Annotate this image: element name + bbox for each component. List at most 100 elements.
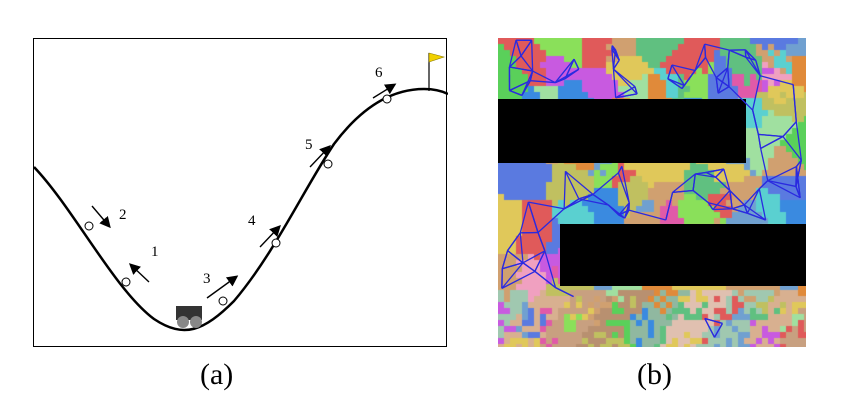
graph-edges	[501, 39, 802, 338]
caption-b: (b)	[637, 358, 672, 391]
graph-edge	[795, 121, 802, 161]
obstacle-upper	[498, 99, 746, 163]
graph-edge	[760, 135, 784, 150]
graph-edge	[703, 44, 707, 58]
graph-edge	[758, 133, 783, 138]
graph-edge	[617, 165, 623, 174]
graph-edge	[723, 168, 731, 191]
graph-edge	[717, 67, 729, 94]
step-6: 6	[372, 65, 397, 104]
graph-edge	[752, 75, 761, 111]
graph-edge	[767, 180, 801, 199]
graph-edge	[507, 232, 521, 252]
graph-edge	[521, 80, 531, 96]
graph-edge	[728, 86, 754, 111]
graph-edge	[715, 67, 729, 79]
graph-edge	[520, 55, 534, 72]
graph-edge	[519, 232, 524, 263]
graph-edge	[508, 55, 522, 68]
graph-edge	[758, 188, 767, 221]
graph-edge	[611, 45, 616, 51]
graph-edge	[527, 201, 539, 233]
graph-edge	[727, 50, 730, 68]
graph-edge	[692, 190, 709, 204]
graph-edge	[534, 270, 556, 289]
graph-edge	[713, 323, 724, 338]
goal-flag-icon	[428, 52, 446, 63]
graph-edge	[671, 64, 685, 86]
graph-edge	[704, 317, 723, 325]
graph-edge	[554, 58, 575, 83]
graph-edge	[520, 39, 533, 57]
graph-edge	[706, 168, 724, 174]
region-map-panel	[498, 38, 806, 347]
graph-edge	[712, 190, 731, 210]
graph-edge	[672, 173, 696, 193]
step-3: 3	[203, 271, 239, 306]
graph-edge	[692, 173, 696, 191]
graph-edge	[555, 287, 574, 298]
graph-edge	[501, 262, 524, 289]
graph-edge	[612, 59, 620, 70]
graph-edge	[729, 190, 733, 209]
graph-edge	[717, 86, 730, 94]
graph-edge	[667, 64, 673, 79]
graph-edge	[607, 204, 620, 216]
graph-edge	[704, 318, 716, 338]
graph-edge	[715, 168, 725, 178]
graph-edge	[509, 80, 531, 92]
terrain-curve	[34, 87, 448, 332]
graph-edge	[534, 250, 546, 272]
graph-edge	[760, 148, 769, 181]
step-5: 5	[305, 137, 333, 169]
graph-edge	[743, 204, 767, 221]
graph-edge	[752, 109, 760, 135]
obstacle-lower	[560, 224, 806, 286]
graph-edge	[707, 202, 714, 210]
graph-edge	[515, 39, 522, 57]
graph-edge	[519, 201, 530, 234]
graph-edge	[758, 180, 769, 190]
graph-edge	[537, 208, 565, 233]
region-partition-map	[498, 38, 806, 347]
step-4: 4	[248, 213, 281, 248]
graph-edge	[509, 89, 523, 97]
graph-edge	[683, 70, 696, 86]
caption-a: (a)	[200, 358, 234, 391]
graph-edge	[612, 69, 617, 98]
graph-edge	[747, 212, 766, 221]
graph-edge	[528, 201, 565, 210]
graph-edge	[573, 58, 580, 70]
graph-edge	[578, 198, 609, 206]
graph-edge	[532, 70, 556, 84]
graph-edge	[694, 43, 706, 71]
graph-edge	[618, 202, 630, 216]
graph-edge	[729, 49, 746, 58]
graph-edge	[667, 78, 685, 87]
graph-edge	[665, 192, 674, 221]
graph-edge	[760, 75, 794, 86]
graph-edge	[628, 209, 666, 221]
graph-edge	[614, 49, 620, 61]
step-label-2: 2	[119, 207, 127, 223]
graph-edge	[544, 250, 557, 288]
step-label-1: 1	[151, 244, 159, 260]
graph-edge	[757, 134, 762, 149]
graph-edge	[508, 39, 517, 68]
graph-edge	[795, 186, 801, 198]
graph-edge	[563, 193, 594, 210]
graph-edge	[744, 49, 761, 77]
graph-edge	[624, 202, 630, 219]
step-label-3: 3	[203, 271, 211, 287]
graph-edge	[612, 68, 638, 95]
step-label-5: 5	[305, 137, 313, 153]
graph-edge	[715, 77, 719, 94]
graph-edge	[694, 57, 707, 71]
graph-edge	[529, 70, 534, 81]
graph-edge	[746, 188, 760, 214]
graph-edge	[731, 204, 745, 210]
graph-edge	[621, 166, 630, 203]
graph-edge	[615, 93, 638, 99]
graph-edge	[727, 67, 730, 87]
graph-edge	[708, 202, 733, 210]
